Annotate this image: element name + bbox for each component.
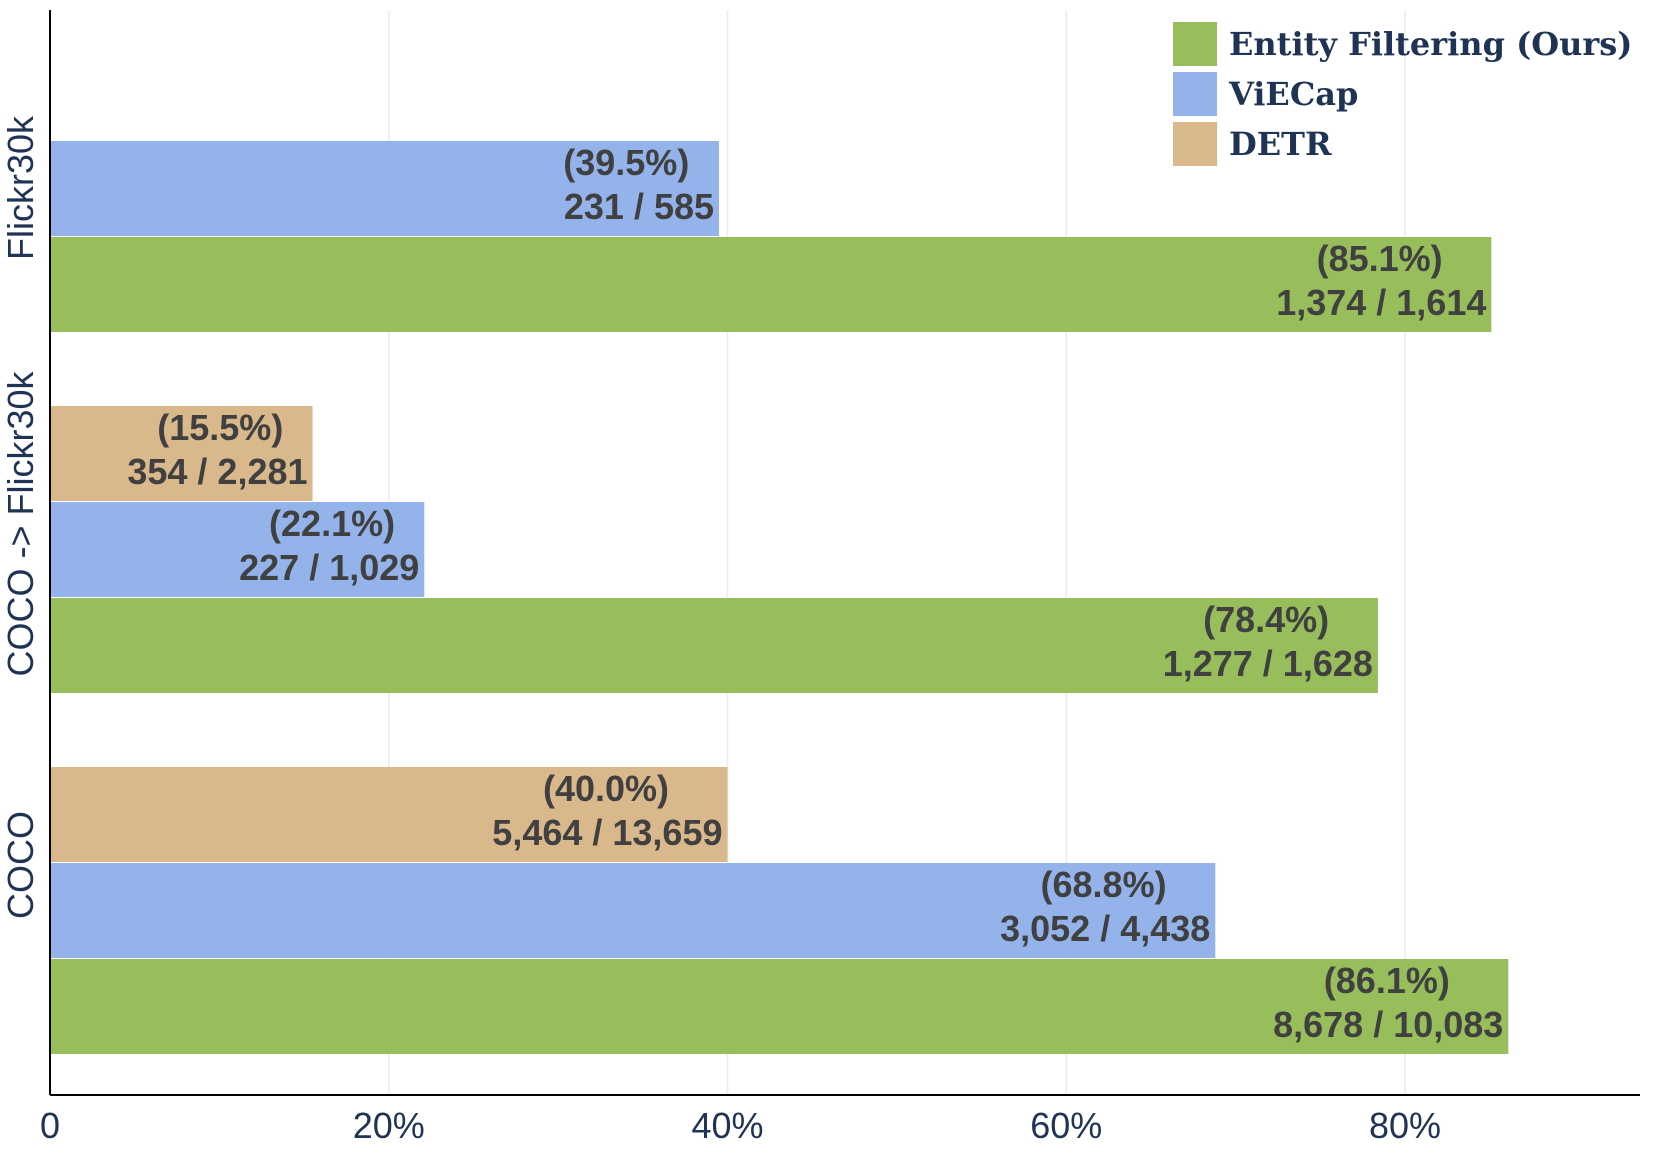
category-labels: Flickr30k COCO -> Flickr30k COCO	[0, 115, 41, 919]
bar-count-label: 1,374 / 1,614	[1276, 282, 1486, 323]
bar-pct-label: (85.1%)	[1317, 238, 1443, 279]
bar-count-label: 3,052 / 4,438	[1000, 908, 1210, 949]
bar-coco-flickr30k-detr	[50, 406, 313, 501]
legend-label: DETR	[1229, 125, 1332, 163]
bar-count-label: 354 / 2,281	[127, 451, 307, 492]
bar-pct-label: (15.5%)	[157, 407, 283, 448]
bar-flickr30k-viecap	[50, 141, 720, 236]
category-label: COCO -> Flickr30k	[0, 370, 41, 676]
bar-pct-label: (22.1%)	[269, 503, 395, 544]
legend-label: Entity Filtering (Ours)	[1229, 25, 1632, 63]
x-tick-label-60: 60%	[1030, 1105, 1102, 1146]
legend-label: ViECap	[1228, 75, 1358, 113]
bar-coco-viecap	[50, 863, 1216, 958]
bar-pct-label: (39.5%)	[563, 142, 689, 183]
x-tick-label-0: 0	[40, 1105, 60, 1146]
category-label: COCO	[0, 811, 41, 919]
bar-pct-label: (40.0%)	[543, 768, 669, 809]
axes: 0 20% 40% 60% 80%	[40, 10, 1640, 1146]
legend: Entity Filtering (Ours) ViECap DETR	[1173, 22, 1632, 166]
x-tick-label-80: 80%	[1369, 1105, 1441, 1146]
category-label: Flickr30k	[0, 115, 41, 260]
x-tick-label-20: 20%	[353, 1105, 425, 1146]
bars	[50, 141, 1509, 1054]
bar-count-label: 8,678 / 10,083	[1273, 1004, 1503, 1045]
legend-swatch	[1173, 22, 1217, 66]
x-tick-label-40: 40%	[691, 1105, 763, 1146]
legend-swatch	[1173, 72, 1217, 116]
bar-count-label: 5,464 / 13,659	[492, 812, 722, 853]
bar-labels: 231 / 585(39.5%) 1,374 / 1,614(85.1%) 354 …	[127, 142, 1503, 1045]
bar-count-label: 231 / 585	[564, 186, 714, 227]
bar-flickr30k-entity-filtering-ours	[50, 237, 1492, 332]
bar-coco-flickr30k-viecap	[50, 502, 425, 597]
bar-coco-detr	[50, 767, 728, 862]
bar-coco-entity-filtering-ours	[50, 959, 1509, 1054]
legend-swatch	[1173, 122, 1217, 166]
bar-count-label: 1,277 / 1,628	[1163, 643, 1373, 684]
bar-coco-flickr30k-entity-filtering-ours	[50, 598, 1378, 693]
bar-pct-label: (68.8%)	[1041, 864, 1167, 905]
bar-pct-label: (78.4%)	[1203, 599, 1329, 640]
bar-count-label: 227 / 1,029	[239, 547, 419, 588]
bar-pct-label: (86.1%)	[1324, 960, 1450, 1001]
